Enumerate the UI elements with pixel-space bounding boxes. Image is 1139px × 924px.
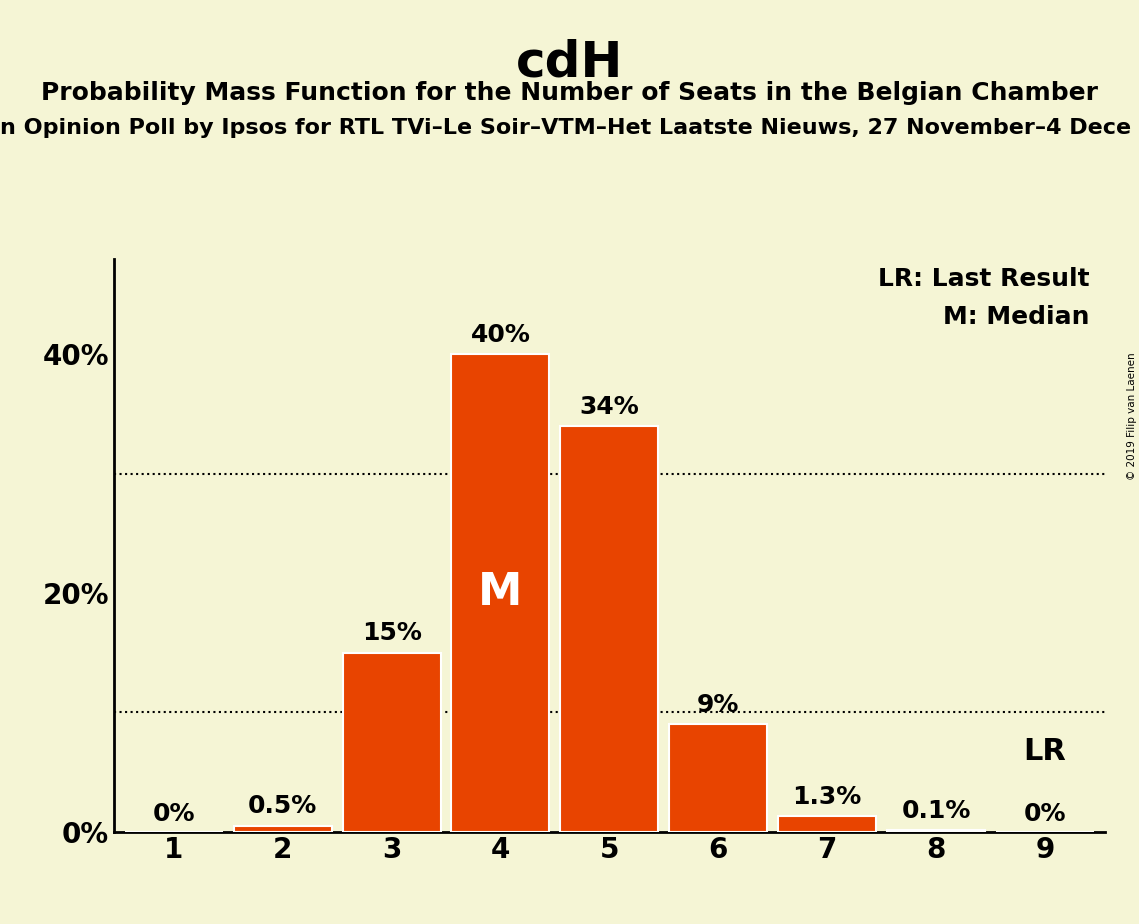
Text: 0%: 0% (1024, 802, 1066, 826)
Text: © 2019 Filip van Laenen: © 2019 Filip van Laenen (1126, 352, 1137, 480)
Text: LR: Last Result: LR: Last Result (878, 267, 1090, 291)
Text: 0.5%: 0.5% (248, 795, 318, 819)
Bar (560, 426, 658, 832)
Bar (887, 831, 985, 832)
Bar (451, 354, 549, 832)
Text: 1.3%: 1.3% (793, 784, 862, 808)
Text: 0.1%: 0.1% (901, 799, 970, 823)
Text: 34%: 34% (580, 395, 639, 419)
Text: M: Median: M: Median (943, 305, 1090, 329)
Text: cdH: cdH (516, 39, 623, 87)
Text: 40%: 40% (470, 323, 531, 347)
Text: 9%: 9% (697, 693, 739, 717)
Text: n Opinion Poll by Ipsos for RTL TVi–Le Soir–VTM–Het Laatste Nieuws, 27 November–: n Opinion Poll by Ipsos for RTL TVi–Le S… (0, 118, 1131, 139)
Text: M: M (478, 571, 523, 614)
Bar (233, 826, 331, 832)
Text: 15%: 15% (362, 622, 421, 645)
Text: Probability Mass Function for the Number of Seats in the Belgian Chamber: Probability Mass Function for the Number… (41, 81, 1098, 105)
Bar (343, 652, 441, 832)
Bar (670, 724, 768, 832)
Text: LR: LR (1024, 737, 1066, 766)
Text: 0%: 0% (153, 802, 195, 826)
Bar (778, 816, 876, 832)
